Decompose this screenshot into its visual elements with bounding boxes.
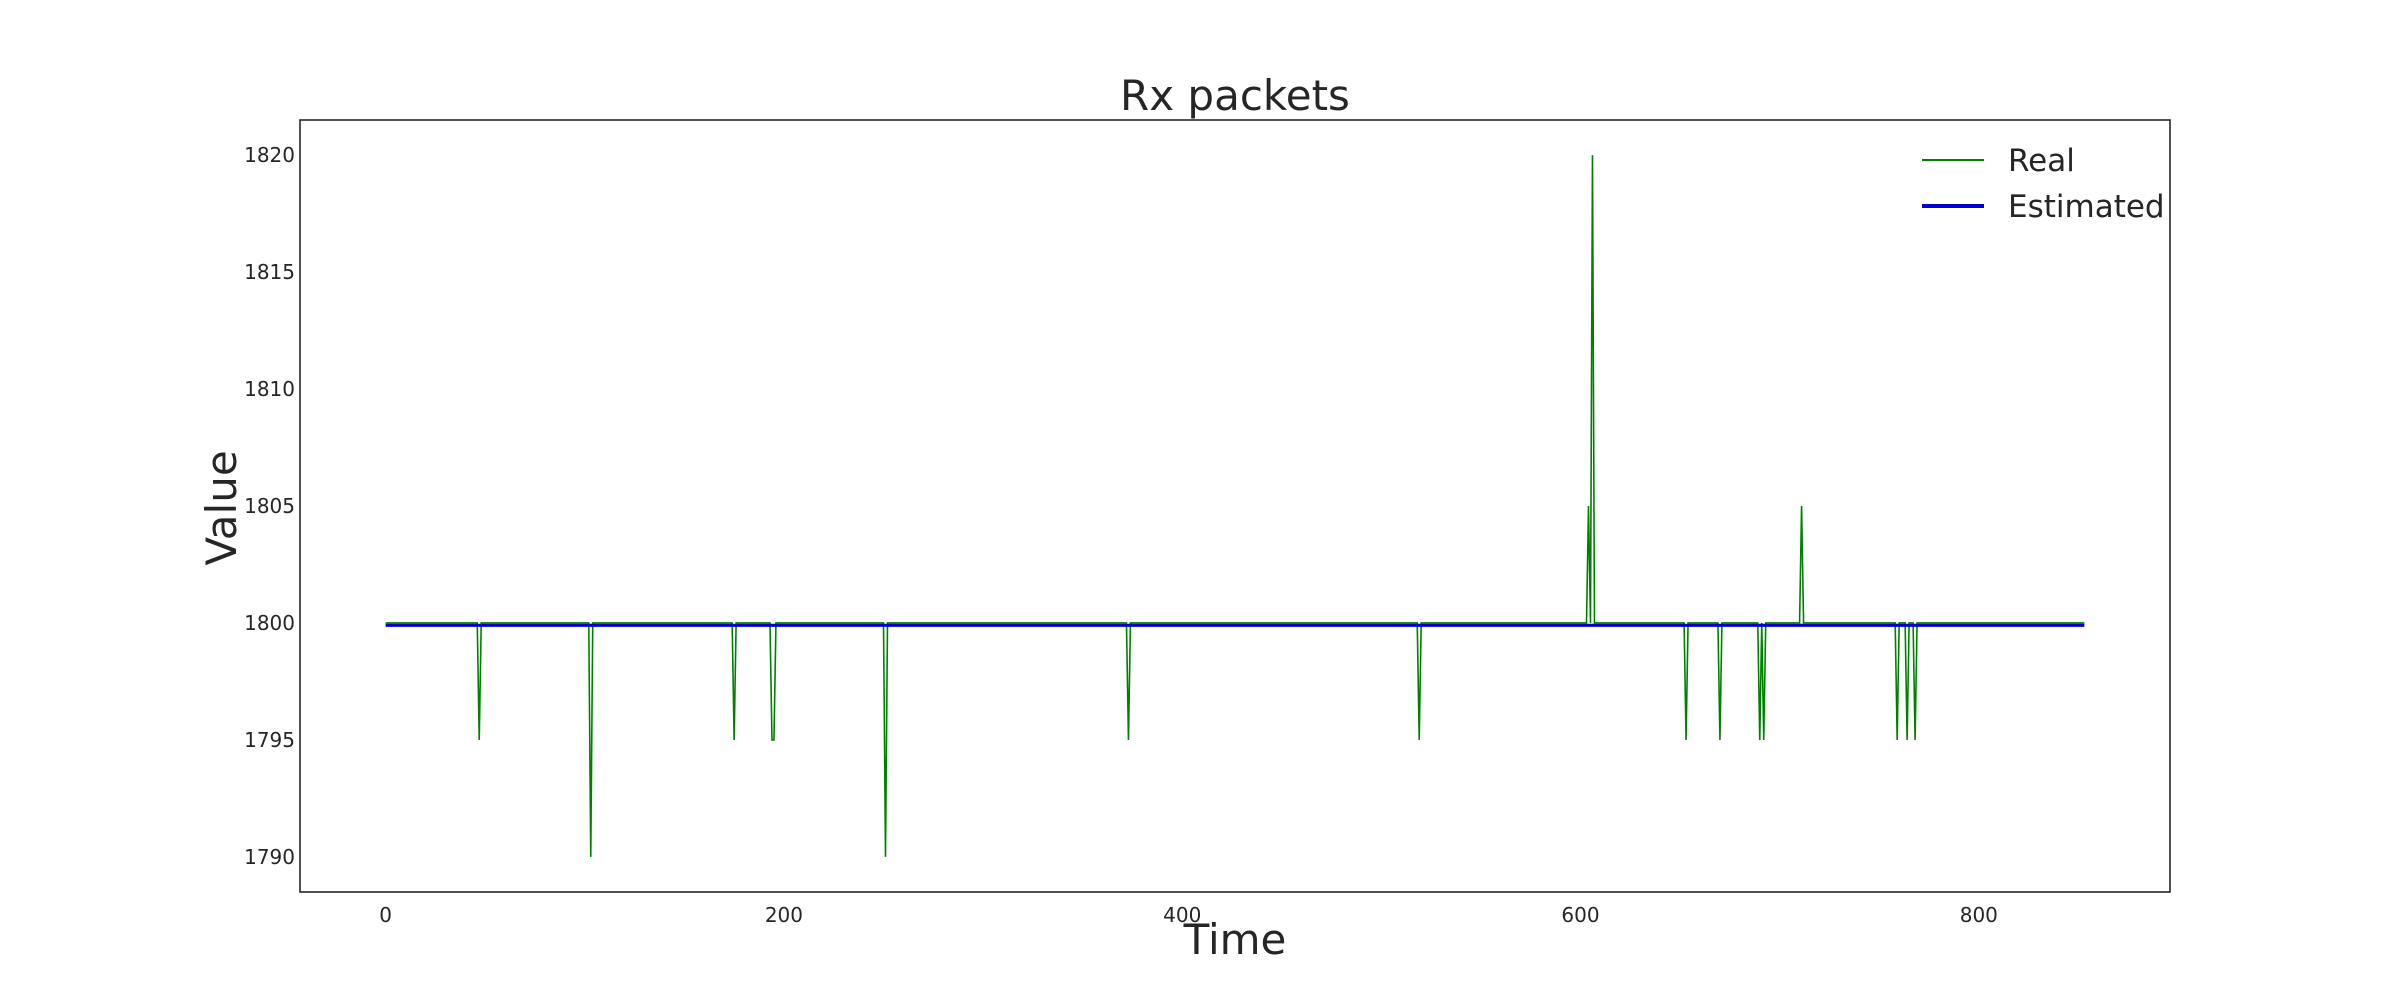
chart-title: Rx packets bbox=[1120, 71, 1350, 120]
legend: Real Estimated bbox=[1922, 143, 2165, 225]
y-tick-label: 1790 bbox=[244, 845, 295, 869]
y-tick-label: 1795 bbox=[244, 728, 295, 752]
legend-label-real: Real bbox=[2008, 143, 2075, 179]
series-line-real bbox=[385, 155, 2085, 857]
x-tick-label: 0 bbox=[379, 903, 392, 927]
x-axis-ticks: 0 200 400 600 800 bbox=[379, 903, 1998, 927]
y-tick-label: 1800 bbox=[244, 611, 295, 635]
legend-label-estimated: Estimated bbox=[2008, 189, 2165, 225]
x-tick-label: 600 bbox=[1561, 903, 1599, 927]
plot-area bbox=[299, 119, 2171, 893]
series-layer bbox=[385, 155, 2085, 857]
y-tick-label: 1805 bbox=[244, 494, 295, 518]
y-axis-ticks: 1790 1795 1800 1805 1810 1815 1820 bbox=[244, 143, 295, 869]
x-tick-label: 400 bbox=[1163, 903, 1201, 927]
axes-frame bbox=[299, 119, 2171, 893]
x-axis-label: Time bbox=[1183, 915, 1287, 964]
y-tick-label: 1810 bbox=[244, 377, 295, 401]
y-tick-label: 1815 bbox=[244, 260, 295, 284]
x-tick-label: 200 bbox=[765, 903, 803, 927]
y-tick-label: 1820 bbox=[244, 143, 295, 167]
x-tick-label: 800 bbox=[1960, 903, 1998, 927]
y-axis-label: Value bbox=[197, 450, 246, 565]
